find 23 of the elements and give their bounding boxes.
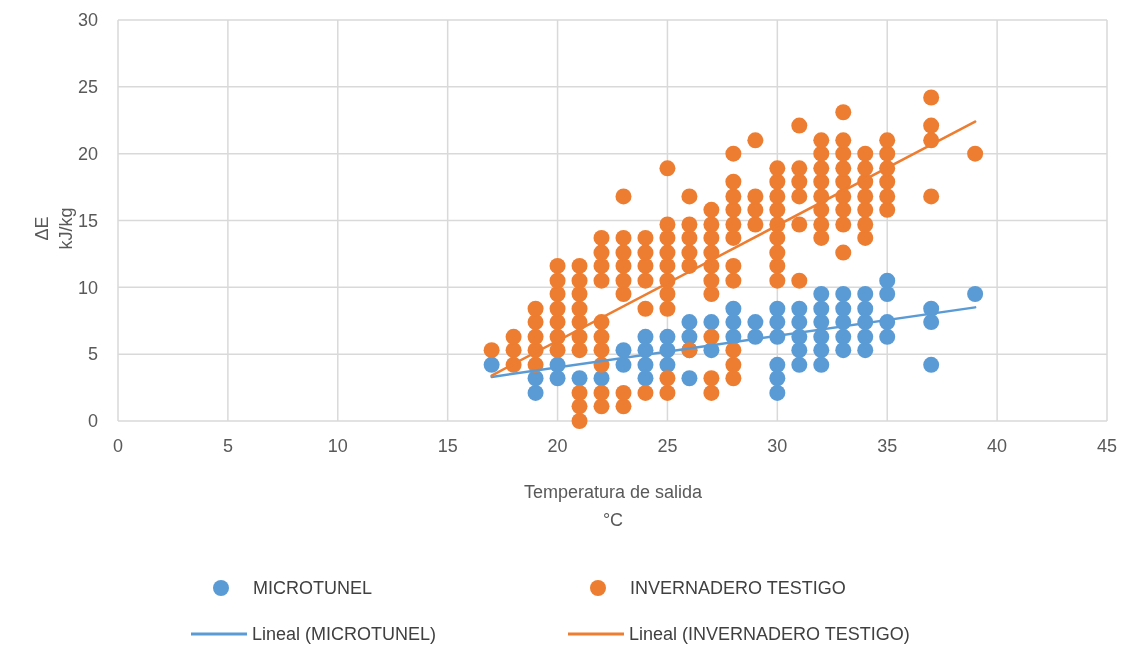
y-axis-title: ΔE kJ/kg bbox=[32, 207, 76, 250]
x-tick-label: 20 bbox=[547, 436, 568, 456]
y-tick-label: 10 bbox=[77, 277, 98, 298]
legend-label: Lineal (MICROTUNEL) bbox=[252, 624, 437, 645]
x-tick-label: 40 bbox=[987, 436, 1008, 456]
y-tick-label: 20 bbox=[77, 143, 98, 164]
x-tick-label: 15 bbox=[437, 436, 458, 456]
y-tick-label: 0 bbox=[87, 411, 98, 432]
y-tick-label: 25 bbox=[77, 77, 98, 98]
x-tick-label: 25 bbox=[657, 436, 678, 456]
x-tick-label: 0 bbox=[112, 436, 124, 456]
x-tick-label: 35 bbox=[877, 436, 898, 456]
legend-label: MICROTUNEL bbox=[253, 578, 373, 599]
y-tick-label: 5 bbox=[87, 344, 98, 365]
x-axis-title: Temperatura de salida °C bbox=[523, 482, 704, 530]
legend-label: INVERNADERO TESTIGO bbox=[630, 578, 846, 599]
y-tick-label: 30 bbox=[77, 10, 98, 31]
x-tick-label: 45 bbox=[1096, 436, 1118, 456]
x-tick-label: 30 bbox=[767, 436, 788, 456]
x-tick-label: 5 bbox=[222, 436, 233, 456]
x-tick-label: 10 bbox=[327, 436, 348, 456]
legend-label: Lineal (INVERNADERO TESTIGO) bbox=[629, 624, 910, 645]
y-tick-label: 15 bbox=[77, 210, 98, 231]
